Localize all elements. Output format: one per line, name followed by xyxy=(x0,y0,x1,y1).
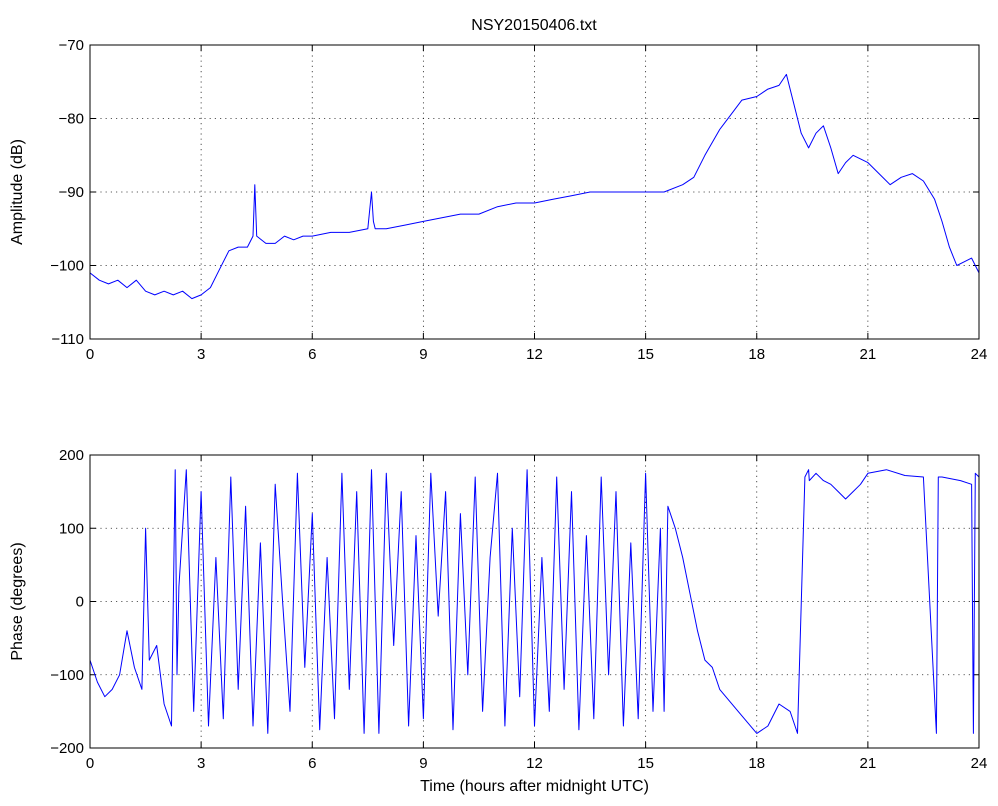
amplitude-xtick-label: 12 xyxy=(526,346,543,363)
phase-ytick-label: 100 xyxy=(59,520,84,537)
amplitude-ytick-label: −70 xyxy=(59,37,84,54)
phase-xtick-label: 0 xyxy=(86,755,94,772)
phase-ylabel: Phase (degrees) xyxy=(9,542,26,660)
phase-series-line xyxy=(90,469,979,734)
amplitude-series-line xyxy=(90,73,979,300)
phase-xtick-label: 21 xyxy=(860,755,877,772)
amplitude-ytick-label: −90 xyxy=(59,184,84,201)
amplitude-ytick-label: −80 xyxy=(59,111,84,128)
phase-xtick-label: 24 xyxy=(971,755,988,772)
amplitude-ylabel: Amplitude (dB) xyxy=(9,139,26,245)
amplitude-axes-frame xyxy=(89,44,980,340)
phase-ytick-label: 0 xyxy=(76,594,84,611)
amplitude-xtick-label: 18 xyxy=(748,346,765,363)
amplitude-ytick-label: −100 xyxy=(50,258,84,275)
phase-ytick-label: 200 xyxy=(59,447,84,464)
amplitude-xtick-label: 0 xyxy=(86,346,94,363)
amplitude-xtick-label: 6 xyxy=(308,346,316,363)
phase-xtick-label: 18 xyxy=(748,755,765,772)
phase-xlabel: Time (hours after midnight UTC) xyxy=(420,778,649,795)
amplitude-xtick-label: 9 xyxy=(419,346,427,363)
phase-axes-frame xyxy=(89,454,980,749)
amplitude-xtick-label: 3 xyxy=(197,346,205,363)
amplitude-xtick-label: 24 xyxy=(971,346,988,363)
phase-plot: 0 3 6 9 12 15 18 21 24 −200 −100 0 100 200 Phase (degr… xyxy=(9,447,987,795)
phase-ytick-label: −100 xyxy=(50,667,84,684)
phase-xtick-label: 15 xyxy=(637,755,654,772)
chart-title: NSY20150406.txt xyxy=(471,17,597,34)
phase-xtick-label: 6 xyxy=(308,755,316,772)
phase-ytick-label: −200 xyxy=(50,740,84,757)
phase-xtick-label: 9 xyxy=(419,755,427,772)
amplitude-xtick-label: 21 xyxy=(860,346,877,363)
amplitude-xtick-label: 15 xyxy=(637,346,654,363)
phase-xtick-label: 12 xyxy=(526,755,543,772)
amplitude-plot: 0 3 6 9 12 15 18 21 24 −110 −100 −90 −80 −70 Amplitude… xyxy=(9,37,987,363)
phase-xtick-label: 3 xyxy=(197,755,205,772)
amplitude-ytick-label: −110 xyxy=(51,331,84,348)
